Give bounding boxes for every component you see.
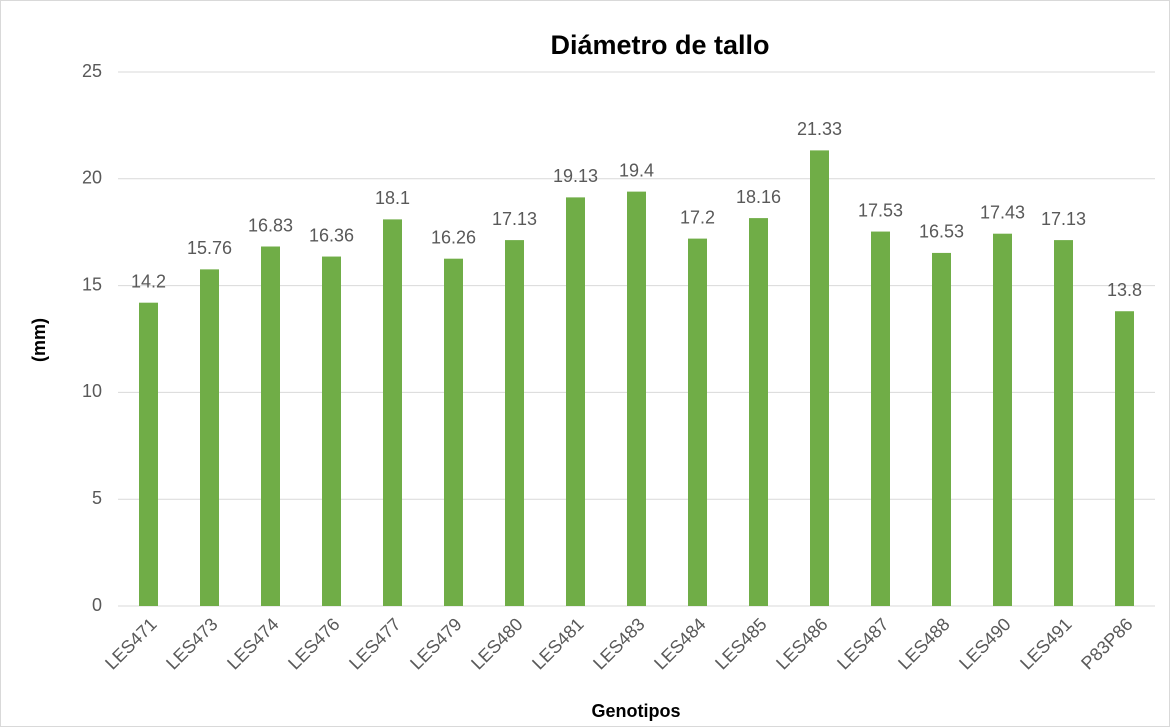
bar	[566, 197, 585, 607]
y-tick-label: 25	[82, 61, 102, 81]
bar	[261, 246, 280, 606]
y-tick-label: 0	[92, 595, 102, 615]
data-label: 16.83	[248, 215, 293, 235]
y-tick-label: 10	[82, 381, 102, 401]
bar	[932, 252, 951, 607]
bar	[688, 238, 707, 606]
bar	[627, 191, 646, 606]
bar	[871, 231, 890, 606]
bar	[200, 269, 219, 606]
bar	[1054, 240, 1073, 606]
data-label: 16.53	[919, 222, 964, 242]
data-label: 19.4	[619, 160, 654, 180]
bar	[993, 233, 1012, 607]
data-label: 17.53	[858, 200, 903, 220]
data-label: 18.1	[375, 188, 410, 208]
data-label: 16.36	[309, 225, 354, 245]
data-label: 14.2	[131, 271, 166, 291]
data-label: 17.13	[492, 209, 537, 229]
data-label: 17.43	[980, 202, 1025, 222]
data-label: 13.8	[1107, 280, 1142, 300]
data-label: 15.76	[187, 238, 232, 258]
y-tick-label: 15	[82, 274, 102, 294]
bar	[749, 218, 768, 606]
data-label: 18.16	[736, 187, 781, 207]
bar	[139, 302, 158, 606]
bar	[1115, 311, 1134, 606]
y-tick-label: 5	[92, 488, 102, 508]
data-label: 17.2	[680, 207, 715, 227]
data-label: 16.26	[431, 227, 476, 247]
bar	[810, 150, 829, 606]
x-axis-label: Genotipos	[592, 701, 681, 721]
bar	[383, 219, 402, 606]
data-label: 21.33	[797, 119, 842, 139]
bar	[322, 256, 341, 606]
chart-title: Diámetro de tallo	[550, 30, 769, 60]
y-axis-label: (mm)	[29, 318, 49, 362]
data-label: 19.13	[553, 166, 598, 186]
bar	[444, 258, 463, 606]
y-tick-label: 20	[82, 168, 102, 188]
bar	[505, 240, 524, 606]
data-label: 17.13	[1041, 209, 1086, 229]
